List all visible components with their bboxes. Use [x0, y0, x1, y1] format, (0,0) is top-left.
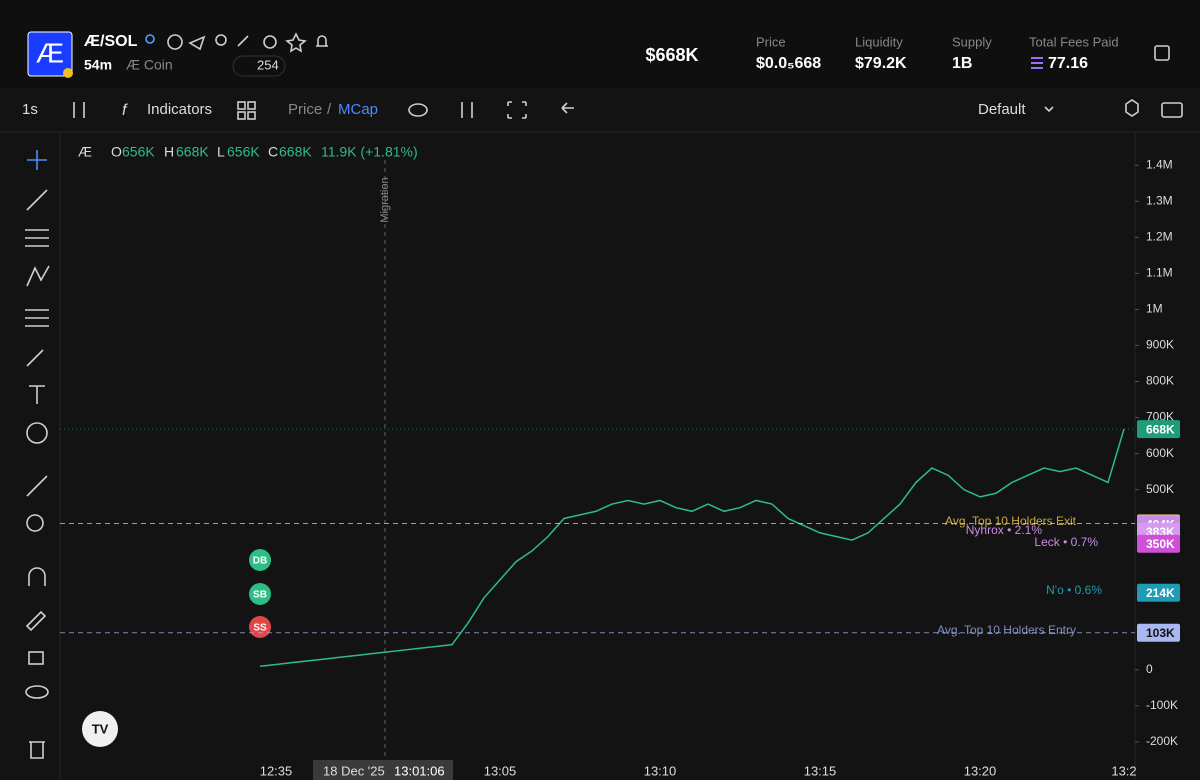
legend-value: 656K [122, 144, 155, 160]
legend-value: 656K [227, 144, 260, 160]
stat-value: $79.2K [855, 55, 907, 72]
annotation: Leck • 0.7% [1034, 535, 1098, 549]
x-tick-label: 13:10 [644, 763, 677, 778]
x-tick-label: 13:15 [804, 763, 837, 778]
stat-value: 77.16 [1048, 55, 1088, 72]
marker-label: DB [253, 556, 267, 567]
price-tag [1137, 623, 1180, 642]
crosshair-label-bg [313, 760, 453, 780]
header-icons[interactable] [145, 32, 328, 53]
x-tick-label: 12:35 [260, 763, 293, 778]
annotation: N'o • 0.6% [1046, 583, 1102, 597]
legend-label: L [217, 144, 225, 160]
stat-label: Price [756, 34, 786, 49]
stat-value: 1B [952, 55, 972, 72]
x-tick-label: 13:20 [964, 763, 997, 778]
token-name: Æ Coin [126, 57, 173, 73]
marker-label: SS [253, 623, 267, 634]
age: 54m [84, 57, 112, 73]
market-cap: $668K [645, 45, 698, 65]
annotation: Avg. Top 10 Holders Entry [937, 623, 1076, 637]
pair: Æ/SOL [84, 33, 138, 50]
x-tick-label: 13:05 [484, 763, 517, 778]
indicators[interactable]: Indicators [147, 101, 212, 118]
panel-button[interactable] [1154, 45, 1170, 61]
logo-text: Æ [36, 37, 64, 68]
y-tick-label: 500K [1146, 482, 1174, 496]
legend-symbol: Æ [78, 144, 92, 160]
mcap-toggle[interactable]: MCap [338, 101, 378, 118]
price-tag [1137, 420, 1180, 439]
annotation: Avg. Top 10 Holders Exit [945, 514, 1077, 528]
y-tick-label: 0 [1146, 662, 1153, 676]
trade-marker[interactable] [249, 616, 271, 638]
price-tag-label: 668K [1146, 422, 1175, 436]
crosshair-date: 18 Dec '25 [323, 763, 385, 778]
y-tick-label: -100K [1146, 698, 1178, 712]
drawing-tools[interactable] [25, 150, 50, 759]
legend-value: 668K [176, 144, 209, 160]
toolbar-icons[interactable] [73, 99, 1183, 120]
price-tag-label: 103K [1146, 626, 1175, 640]
migration-label: Migration [379, 177, 391, 222]
stat-label: Total Fees Paid [1029, 34, 1119, 49]
marker-label: SB [253, 590, 267, 601]
y-tick-label: -200K [1146, 734, 1178, 748]
y-tick-label: 1M [1146, 302, 1163, 316]
legend-label: C [268, 144, 278, 160]
fx-icon: f [122, 102, 128, 119]
annotation: Nyhrox • 2.1% [966, 523, 1043, 537]
y-tick-label: 900K [1146, 338, 1174, 352]
stat-label: Supply [952, 34, 992, 49]
sol-icon [1031, 57, 1043, 69]
badge [63, 68, 73, 78]
legend-change: 11.9K (+1.81%) [321, 144, 418, 160]
tv-logo-text: TV [92, 721, 109, 736]
price-tag-label: 350K [1146, 537, 1175, 551]
y-tick-label: 1.1M [1146, 266, 1173, 280]
legend-value: 668K [279, 144, 312, 160]
x-tick-label: 13:2 [1111, 763, 1136, 778]
y-tick-label: 800K [1146, 374, 1174, 388]
header-bg [0, 0, 1200, 88]
layout-select[interactable]: Default [978, 101, 1026, 118]
price-line [259, 428, 1125, 668]
trade-marker[interactable] [249, 549, 271, 571]
legend-label: O [111, 144, 122, 160]
y-tick-label: 600K [1146, 446, 1174, 460]
interval[interactable]: 1s [22, 101, 38, 118]
tv-logo[interactable] [82, 711, 118, 747]
crosshair-time: 13:01:06 [394, 763, 445, 778]
price-toggle[interactable]: Price [288, 101, 322, 118]
separator: / [327, 101, 332, 118]
price-tag [1137, 583, 1180, 602]
views-pill [232, 55, 286, 77]
stat-label: Liquidity [855, 34, 903, 49]
price-tag [1137, 534, 1180, 553]
price-tag-label: 214K [1146, 586, 1175, 600]
stat-value: $0.0₅668 [756, 55, 821, 72]
views: 254 [257, 57, 279, 72]
toolbar-bg [0, 88, 1200, 132]
y-tick-label: 1.3M [1146, 193, 1173, 207]
token-logo[interactable] [27, 31, 73, 77]
legend-label: H [164, 144, 174, 160]
y-tick-label: 1.4M [1146, 157, 1173, 171]
trade-marker[interactable] [249, 583, 271, 605]
y-tick-label: 1.2M [1146, 229, 1173, 243]
